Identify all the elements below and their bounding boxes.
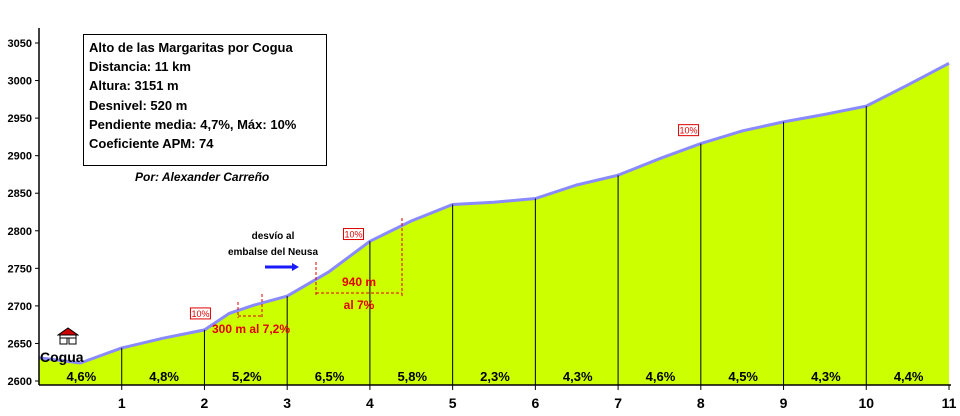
x-tick-label-7: 7 [614, 395, 622, 411]
x-tick-label-5: 5 [449, 395, 457, 411]
x-tick-label-9: 9 [780, 395, 788, 411]
grade-label-km-10: 4,3% [811, 369, 841, 384]
info-box: Alto de las Margaritas por Cogua Distanc… [83, 34, 327, 166]
max-grade-badge-3 [678, 124, 700, 137]
info-altitude: Altura: 3151 m [89, 78, 179, 94]
max-grade-badge-label-3: 10% [680, 126, 698, 136]
info-title: Alto de las Margaritas por Cogua [89, 40, 293, 55]
y-tick-label-2750: 2750 [8, 263, 32, 275]
grade-label-km-3: 5,2% [232, 369, 262, 384]
max-grade-badge-1 [189, 307, 211, 320]
max-grade-badge-label-2: 10% [344, 230, 362, 240]
start-town-label: Cogua [40, 349, 84, 365]
detour-label-line2: embalse del Neusa [228, 247, 318, 258]
seg-940-label-line2: al 7% [344, 298, 375, 312]
y-tick-label-2600: 2600 [8, 376, 32, 388]
info-gradient: Pendiente media: 4,7%, Máx: 10% [89, 116, 297, 132]
x-tick-label-4: 4 [366, 395, 374, 411]
grade-label-km-9: 4,5% [728, 369, 758, 384]
x-tick-label-10: 10 [858, 395, 874, 411]
info-distance: Distancia: 11 km [89, 59, 191, 75]
grade-label-km-2: 4,8% [149, 369, 179, 384]
grade-label-km-7: 4,3% [563, 369, 593, 384]
info-elevation-gain: Desnivel: 520 m [89, 97, 188, 113]
profile-area [39, 63, 949, 386]
max-grade-badge-label-1: 10% [191, 309, 209, 319]
max-grade-badge-2 [343, 228, 364, 241]
info-apm: Coeficiente APM: 74 [89, 136, 214, 152]
y-tick-label-3000: 3000 [8, 76, 32, 88]
x-tick-label-1: 1 [118, 395, 126, 411]
x-tick-label-6: 6 [531, 395, 539, 411]
y-tick-label-2700: 2700 [8, 301, 32, 313]
author-credit: Por: Alexander Carreño [135, 170, 270, 184]
profile-line [38, 61, 950, 365]
grade-label-km-11: 4,4% [894, 369, 924, 384]
y-tick-label-2800: 2800 [8, 226, 32, 238]
detour-arrow-head [292, 263, 299, 271]
house-icon [57, 327, 79, 345]
x-tick-label-11: 11 [942, 395, 957, 411]
y-tick-label-2900: 2900 [8, 151, 32, 163]
grade-label-km-5: 5,8% [397, 369, 427, 384]
x-tick-label-2: 2 [201, 395, 209, 411]
x-tick-label-8: 8 [697, 395, 705, 411]
grade-label-km-4: 6,5% [315, 369, 345, 384]
y-tick-label-3050: 3050 [8, 38, 32, 50]
seg-300-label: 300 m al 7,2% [212, 322, 290, 336]
seg-940-label-line1: 940 m [342, 275, 376, 289]
y-tick-label-2650: 2650 [8, 338, 32, 350]
grade-label-km-6: 2,3% [480, 369, 510, 384]
grade-label-km-1: 4,6% [67, 369, 97, 384]
grade-label-km-8: 4,6% [646, 369, 676, 384]
y-tick-label-2850: 2850 [8, 188, 32, 200]
x-tick-label-3: 3 [283, 395, 291, 411]
y-tick-label-2950: 2950 [8, 113, 32, 125]
detour-label-line1: desvío al [252, 231, 295, 242]
